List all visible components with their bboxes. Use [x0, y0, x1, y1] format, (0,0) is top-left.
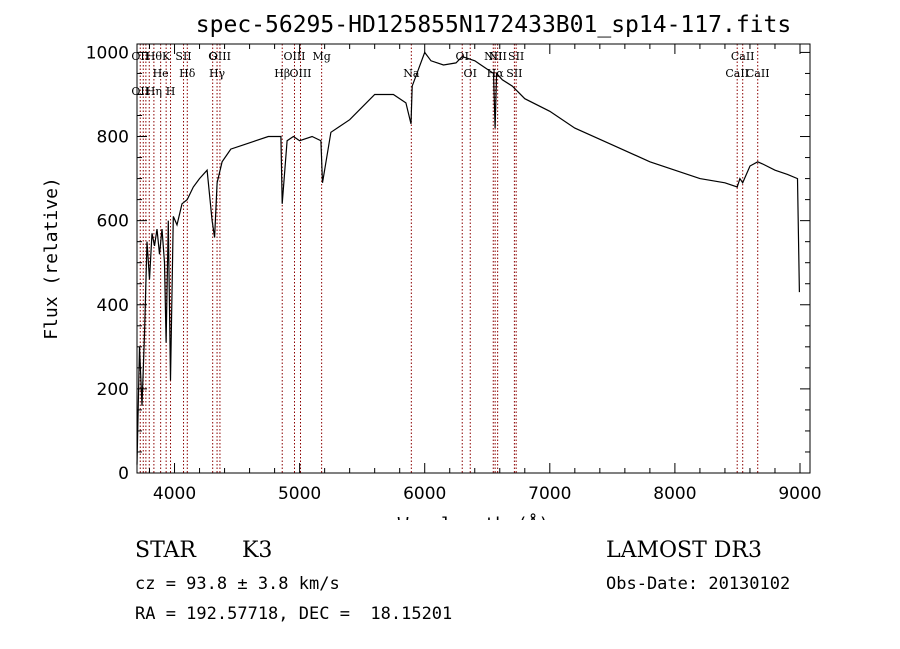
spectral-line-label: OI	[464, 67, 477, 80]
chart-title: spec-56295-HD125855N172433B01_sp14-117.f…	[196, 12, 791, 38]
object-subclass: K3	[242, 538, 273, 563]
y-tick-label: 200	[97, 380, 129, 400]
spectral-line-label: Hα	[487, 67, 505, 80]
x-axis-label: Wavelength (Å)	[398, 513, 550, 520]
x-tick-label: 7000	[528, 484, 571, 504]
x-tick-label: 9000	[778, 484, 821, 504]
spectral-line-label: Hγ	[209, 67, 226, 80]
y-axis-label: Flux (relative)	[41, 177, 62, 340]
spectral-line-label: K	[162, 50, 171, 63]
spectral-line-label: He	[153, 67, 169, 80]
x-tick-label: 8000	[653, 484, 696, 504]
flux-line	[136, 51, 800, 465]
redshift-readout: cz = 93.8 ± 3.8 km/s	[135, 574, 340, 594]
spectral-line-label: OII	[131, 50, 149, 63]
spectral-line-label: Hθ	[146, 50, 163, 63]
spectral-line-label: CaII	[746, 67, 770, 80]
spectral-line-label: NII	[484, 50, 502, 63]
spectral-line-label: Hδ	[179, 67, 196, 80]
object-class: STAR	[135, 538, 196, 563]
survey-label: LAMOST DR3	[606, 538, 762, 563]
spectral-line-label: G	[208, 50, 217, 63]
y-tick-label: 0	[118, 464, 129, 484]
y-tick-label: 800	[97, 128, 129, 148]
spectral-line-label: OII	[131, 85, 149, 98]
spectral-line-label: Mg	[312, 50, 330, 63]
y-tick-label: 600	[97, 212, 129, 232]
plot-frame	[136, 43, 811, 474]
spectral-line-label: OIII	[283, 50, 305, 63]
spectral-line-label: CaII	[725, 67, 749, 80]
spectral-line-label: OIII	[289, 67, 311, 80]
y-tick-label: 1000	[86, 43, 129, 63]
spectral-line-label: H	[166, 85, 176, 98]
x-tick-label: 5000	[278, 484, 321, 504]
spectrum-chart: spec-56295-HD125855N172433B01_sp14-117.f…	[41, 12, 822, 520]
spectral-line-label: SII	[508, 50, 524, 63]
spectral-line-label: OIII	[209, 50, 231, 63]
spectral-line-label: CaII	[731, 50, 755, 63]
spectral-line-label: Hβ	[274, 67, 290, 80]
spectral-line-label: Hη	[146, 85, 162, 98]
x-tick-label: 4000	[153, 484, 196, 504]
y-tick-label: 400	[97, 296, 129, 316]
x-tick-label: 6000	[403, 484, 446, 504]
spectral-line-label: NII	[488, 50, 506, 63]
spectral-line-label: SII	[175, 50, 191, 63]
coordinates: RA = 192.57718, DEC = 18.15201	[135, 604, 453, 624]
spectral-line-label: SII	[506, 67, 522, 80]
obs-date: Obs-Date: 20130102	[606, 574, 791, 594]
